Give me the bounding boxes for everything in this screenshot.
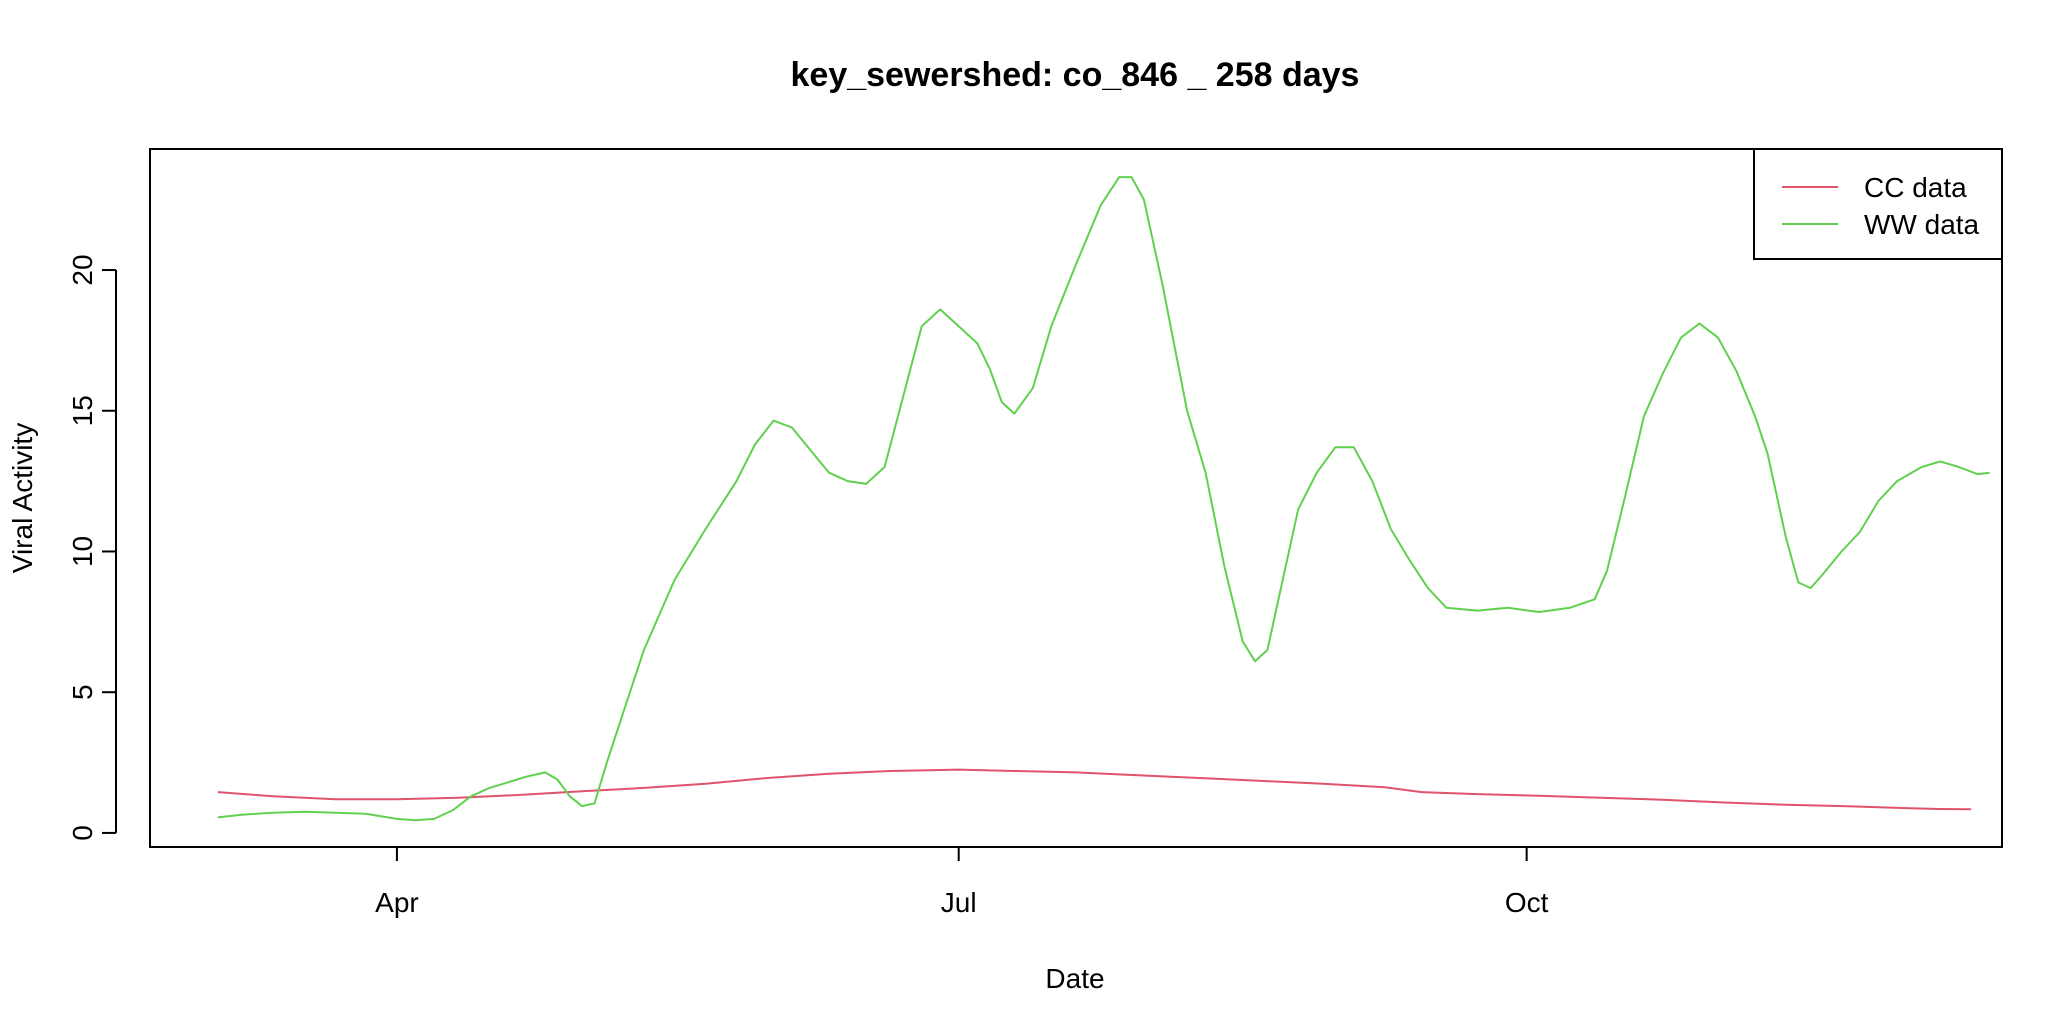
y-tick-label: 15 [67, 395, 98, 426]
y-tick-label: 0 [67, 825, 98, 841]
x-axis: Apr Jul Oct [375, 847, 1549, 918]
y-axis-label: Viral Activity [7, 423, 38, 573]
x-axis-label: Date [1045, 963, 1104, 994]
x-tick-label: Jul [941, 887, 977, 918]
series-line-ww-data [217, 176, 1990, 822]
x-tick-label: Apr [375, 887, 419, 918]
legend-box [1753, 148, 2003, 260]
legend: CC data WW data [1753, 148, 2003, 260]
plot-frame [149, 148, 2003, 848]
x-tick-label: Oct [1505, 887, 1549, 918]
series-layer [217, 176, 1990, 822]
y-axis: 0 5 10 15 20 [67, 254, 117, 841]
y-tick-label: 10 [67, 536, 98, 567]
y-tick-label: 20 [67, 254, 98, 285]
legend-label-ww: WW data [1864, 209, 1980, 240]
y-tick-label: 5 [67, 684, 98, 700]
legend-label-cc: CC data [1864, 172, 1967, 203]
chart-title: key_sewershed: co_846 _ 258 days [791, 56, 1360, 94]
series-line-cc-data [217, 768, 1972, 811]
